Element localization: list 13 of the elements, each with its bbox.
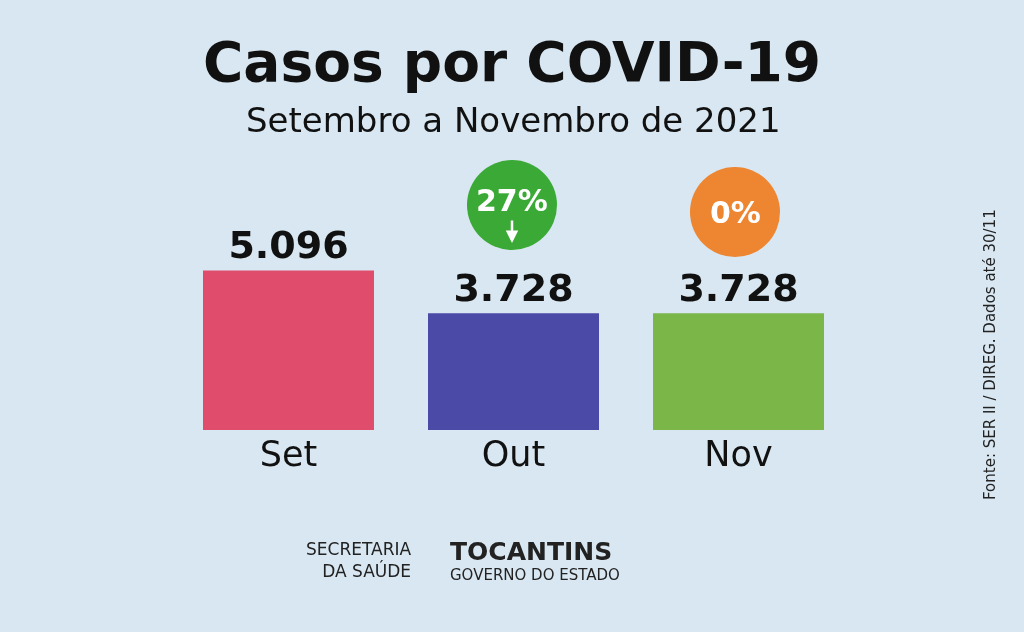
- text: 0%: [710, 195, 761, 230]
- text: SECRETARIA DA SAÚDE: [306, 539, 412, 582]
- data-label: 5.096: [228, 223, 349, 268]
- text: TOCANTINS GOVERNO DO ESTADO: [450, 537, 620, 584]
- x-tick-label: Out: [481, 434, 546, 474]
- data-label: 3.728: [678, 266, 799, 311]
- x-tick-label: Set: [259, 434, 318, 474]
- chart-subtitle: Setembro a Novembro de 2021: [246, 100, 781, 140]
- text: 27%: [476, 183, 548, 218]
- x-tick-label: Nov: [704, 434, 773, 474]
- chart-title: Casos por COVID-19: [202, 30, 822, 95]
- source-note: Fonte: SER II / DIREG. Dados até 30/11: [981, 209, 999, 500]
- data-label: 3.728: [453, 266, 574, 311]
